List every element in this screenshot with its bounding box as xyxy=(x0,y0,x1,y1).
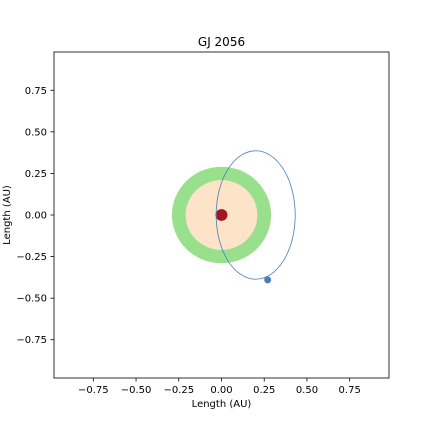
x-tick-label: 0.50 xyxy=(296,385,318,396)
x-axis-label: Length (AU) xyxy=(192,399,252,410)
tick-group: −0.75 −0.50 −0.25 0.00 0.25 0.50 0.75 −0.75 −0.5… xyxy=(16,86,360,396)
x-tick-label: −0.25 xyxy=(163,385,194,396)
y-tick-label: 0.50 xyxy=(25,127,47,138)
x-tick-label: 0.00 xyxy=(210,385,232,396)
x-tick-label: −0.50 xyxy=(121,385,152,396)
x-tick-label: −0.75 xyxy=(78,385,109,396)
y-tick-label: 0.25 xyxy=(25,169,47,180)
y-tick-label: −0.75 xyxy=(16,335,47,346)
y-axis-label: Length (AU) xyxy=(2,185,13,245)
y-tick-label: −0.25 xyxy=(16,252,47,263)
x-tick-label: 0.25 xyxy=(253,385,275,396)
planet-marker xyxy=(264,276,272,284)
star-marker xyxy=(215,209,228,221)
x-tick-label: 0.75 xyxy=(339,385,361,396)
y-tick-label: 0.75 xyxy=(25,86,47,97)
y-tick-label: −0.50 xyxy=(16,294,47,305)
plot-area xyxy=(171,150,296,284)
y-tick-label: 0.00 xyxy=(25,211,47,222)
orbit-path xyxy=(215,150,296,280)
chart-title: GJ 2056 xyxy=(198,35,245,49)
